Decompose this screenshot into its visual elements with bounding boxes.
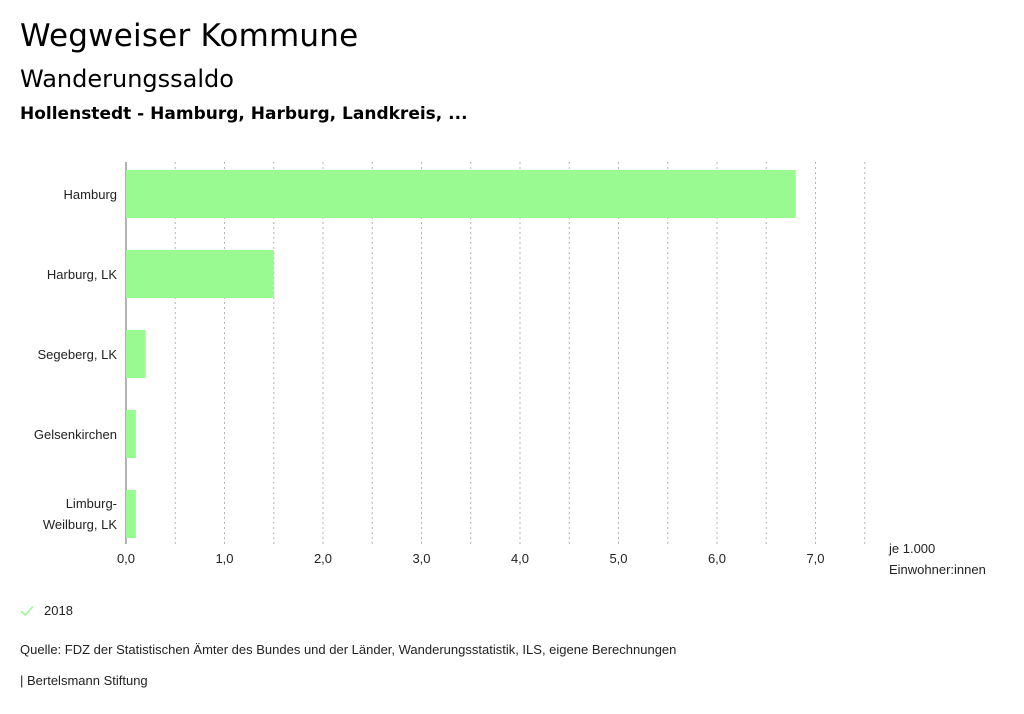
bar-chart: 0,0 1,0 2,0 3,0 4,0 5,0 6,0 7,0 Hamburg Harburg, … <box>34 162 866 566</box>
bar-segeberg-lk[interactable] <box>126 330 146 378</box>
source-note: Quelle: FDZ der Statistischen Ämter des … <box>20 642 677 657</box>
page-title: Wegweiser Kommune <box>20 18 359 54</box>
category-label: Segeberg, LK <box>37 347 117 362</box>
bar-gelsenkirchen[interactable] <box>126 410 136 458</box>
bar-hamburg[interactable] <box>126 170 796 218</box>
x-tick-label: 1,0 <box>215 551 233 566</box>
bar-harburg-lk[interactable] <box>126 250 274 298</box>
legend-label-2018: 2018 <box>44 603 73 618</box>
category-label: Limburg-Weilburg, LK <box>43 496 118 532</box>
x-axis-unit-line2: Einwohner:innen <box>889 562 986 577</box>
category-label: Gelsenkirchen <box>34 427 117 442</box>
x-tick-label: 0,0 <box>117 551 135 566</box>
credit-note: | Bertelsmann Stiftung <box>20 673 148 688</box>
x-tick-label: 4,0 <box>511 551 529 566</box>
legend[interactable]: 2018 <box>20 603 73 618</box>
chart-subtitle: Wanderungssaldo <box>20 65 234 93</box>
x-axis-unit-line1: je 1.000 <box>889 541 936 556</box>
check-icon[interactable] <box>20 604 34 618</box>
category-label: Harburg, LK <box>47 267 117 282</box>
x-tick-label: 3,0 <box>412 551 430 566</box>
region-label: Hollenstedt - Hamburg, Harburg, Landkrei… <box>20 104 468 124</box>
x-tick-label: 7,0 <box>806 551 824 566</box>
x-tick-label: 5,0 <box>609 551 627 566</box>
x-axis-unit: je 1.000 Einwohner:innen <box>889 538 986 580</box>
x-tick-label: 6,0 <box>708 551 726 566</box>
x-tick-label: 2,0 <box>314 551 332 566</box>
bar-limburg-weilburg-lk[interactable] <box>126 490 136 538</box>
category-label: Hamburg <box>64 187 117 202</box>
